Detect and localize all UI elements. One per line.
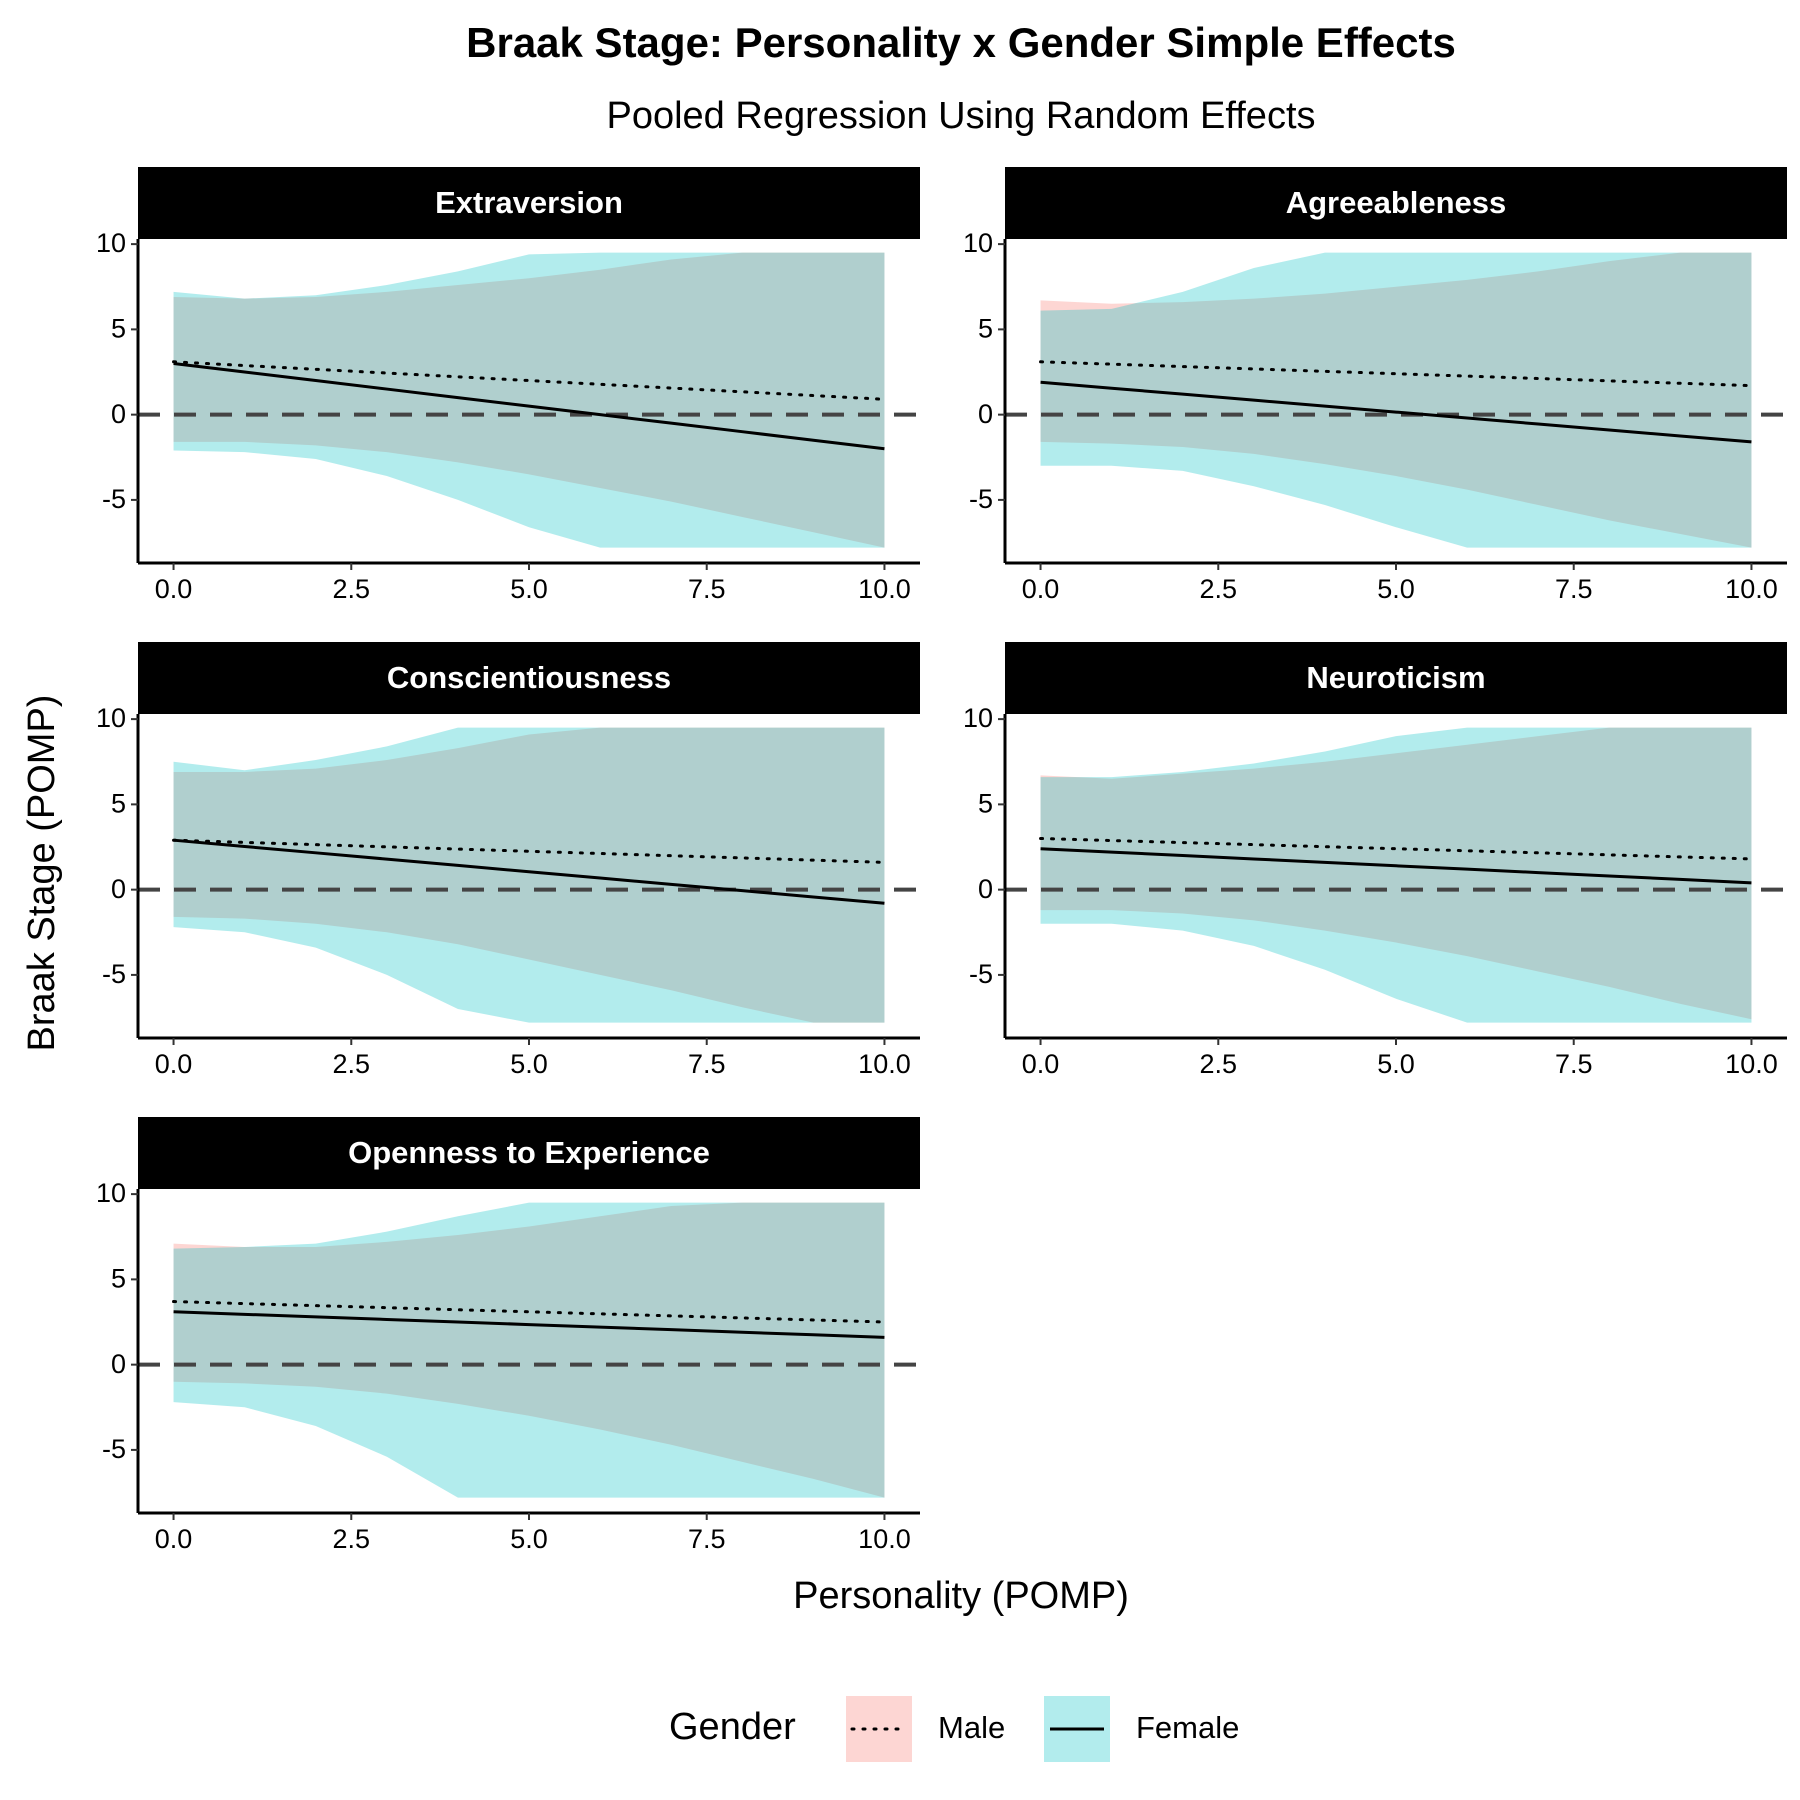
effect-line [173,838,885,905]
x-tick-label: 2.5 [332,1049,370,1079]
confidence-ribbon [1040,727,1752,1023]
chart-title: Braak Stage: Personality x Gender Simple… [466,19,1456,66]
x-tick-label: 10.0 [858,1049,911,1079]
x-tick-label: 0.0 [155,574,193,604]
effect-line [173,361,885,451]
x-tick-label: 7.5 [688,1049,726,1079]
effect-line [1040,847,1752,885]
y-tick-label: 10 [96,703,126,733]
x-tick-label: 2.5 [332,1524,370,1554]
y-axis-title: Braak Stage (POMP) [21,695,63,1052]
x-tick-label: 5.0 [1377,574,1415,604]
confidence-ribbon [1040,252,1752,548]
y-tick-label: 5 [111,789,126,819]
x-tick-label: 10.0 [858,574,911,604]
x-tick-label: 5.0 [510,1524,548,1554]
confidence-ribbon [173,1202,885,1498]
y-tick-label: 0 [111,874,126,904]
facet-title: Conscientiousness [387,660,671,695]
x-tick-label: 0.0 [155,1049,193,1079]
confidence-ribbon [1040,727,1752,1020]
confidence-ribbon [173,727,885,1023]
effect-line [172,838,886,864]
confidence-ribbon [1040,252,1752,548]
y-tick-label: 10 [96,228,126,258]
x-tick-label: 7.5 [1555,1049,1593,1079]
y-tick-label: 5 [111,1264,126,1294]
x-tick-label: 2.5 [332,574,370,604]
legend-label: Male [938,1710,1005,1745]
x-tick-label: 5.0 [510,1049,548,1079]
y-tick-label: -5 [102,959,126,989]
effect-line [1039,836,1753,861]
y-tick-label: 5 [978,314,993,344]
y-tick-label: -5 [969,484,993,514]
y-tick-label: 5 [978,789,993,819]
facet-title: Openness to Experience [348,1135,710,1170]
x-tick-label: 10.0 [858,1524,911,1554]
facet-strip [138,1117,920,1189]
facet-title: Extraversion [435,185,623,220]
effect-line [173,1310,885,1339]
legend-label: Female [1136,1710,1239,1745]
confidence-ribbon [173,252,885,548]
confidence-ribbon [173,727,885,1023]
x-tick-label: 2.5 [1199,1049,1237,1079]
effect-line [1039,360,1753,388]
confidence-ribbon [173,252,885,548]
y-tick-label: 5 [111,314,126,344]
y-tick-label: 0 [978,399,993,429]
x-tick-label: 0.0 [1022,1049,1060,1079]
x-tick-label: 10.0 [1725,1049,1778,1079]
y-tick-label: 0 [111,399,126,429]
x-tick-label: 7.5 [688,574,726,604]
facet-strip [1005,642,1787,714]
legend-key [846,1696,912,1762]
y-tick-label: 10 [963,228,993,258]
x-tick-label: 5.0 [510,574,548,604]
y-tick-label: -5 [102,484,126,514]
facet-title: Neuroticism [1306,660,1485,695]
x-tick-label: 2.5 [1199,574,1237,604]
x-tick-label: 0.0 [1022,574,1060,604]
y-tick-label: -5 [969,959,993,989]
facet-title: Agreeableness [1286,185,1507,220]
y-tick-label: 0 [978,874,993,904]
effect-line [172,1300,886,1324]
facet-strip [138,167,920,239]
x-tick-label: 7.5 [688,1524,726,1554]
x-tick-label: 10.0 [1725,574,1778,604]
confidence-ribbon [173,1202,885,1498]
x-tick-label: 7.5 [1555,574,1593,604]
y-tick-label: 10 [963,703,993,733]
facet-strip [138,642,920,714]
effect-line [172,360,886,401]
y-tick-label: 10 [96,1178,126,1208]
y-tick-label: 0 [111,1349,126,1379]
x-tick-label: 0.0 [155,1524,193,1554]
facet-strip [1005,167,1787,239]
effect-line [1040,380,1752,444]
x-tick-label: 5.0 [1377,1049,1415,1079]
x-axis-title: Personality (POMP) [793,1575,1129,1617]
legend-title: Gender [669,1706,796,1748]
chart-subtitle: Pooled Regression Using Random Effects [606,95,1315,137]
y-tick-label: -5 [102,1434,126,1464]
